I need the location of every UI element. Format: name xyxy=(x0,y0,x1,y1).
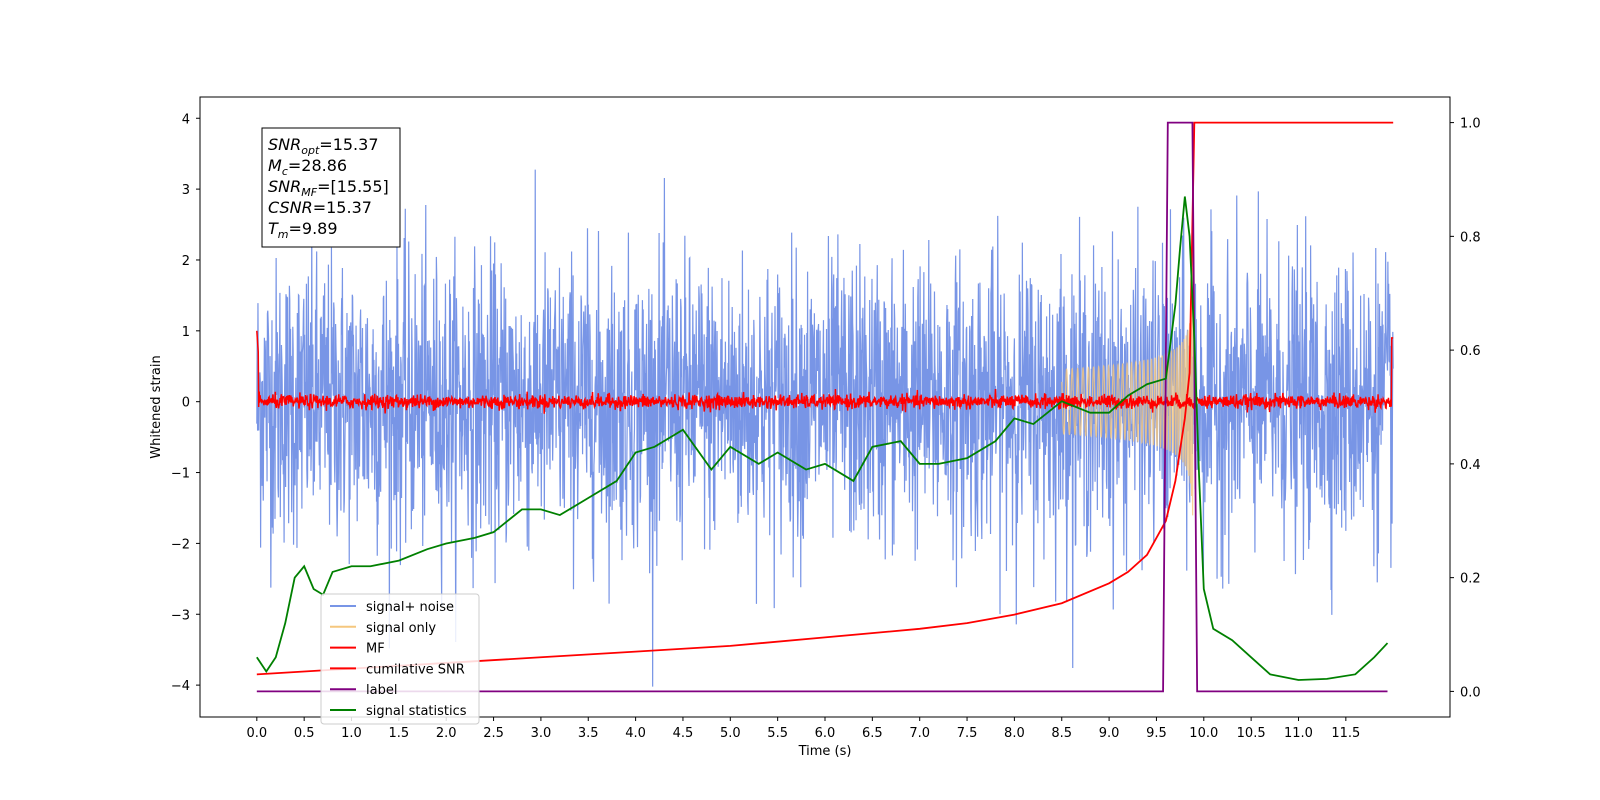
x-tick-label: 11.5 xyxy=(1331,726,1360,741)
annotation-line: SNRopt=15.37 xyxy=(268,135,379,157)
series-signal-noise xyxy=(256,169,1394,687)
annotation-line: CSNR=15.37 xyxy=(268,198,372,217)
y-tick-label: −2 xyxy=(171,537,190,552)
x-tick-label: 9.0 xyxy=(1099,726,1120,741)
annotation-line: SNRMF=[15.55] xyxy=(268,177,389,199)
y-axis-left: 4 3 2 1 0 −1 −2 −3 −4 xyxy=(171,112,200,694)
x-tick-label: 10.5 xyxy=(1237,726,1266,741)
x-tick-label: 6.5 xyxy=(862,726,883,741)
series-signal-only xyxy=(1061,268,1194,516)
y-tick-label: 1 xyxy=(182,325,190,340)
x-tick-label: 4.0 xyxy=(625,726,646,741)
x-tick-label: 6.0 xyxy=(815,726,836,741)
x-tick-label: 1.5 xyxy=(389,726,410,741)
x-tick-label: 3.0 xyxy=(531,726,552,741)
data-layer xyxy=(256,121,1394,693)
legend-frame xyxy=(320,593,480,725)
series-signal-statistics xyxy=(256,196,1389,681)
y-tick-label: 0 xyxy=(182,396,190,411)
legend-label: signal+ noise xyxy=(366,600,454,615)
legend-label: MF xyxy=(366,642,385,657)
y-tick-label: 3 xyxy=(182,183,190,198)
x-tick-label: 8.5 xyxy=(1051,726,1072,741)
y2-tick-label: 0.4 xyxy=(1460,458,1481,473)
y-tick-label: −3 xyxy=(171,608,190,623)
y-tick-label: 4 xyxy=(182,112,190,127)
x-tick-label: 2.5 xyxy=(483,726,504,741)
x-tick-label: 10.0 xyxy=(1189,726,1218,741)
y2-tick-label: 0.2 xyxy=(1460,572,1481,587)
x-tick-label: 3.5 xyxy=(578,726,599,741)
y2-tick-label: 0.6 xyxy=(1460,344,1481,359)
annotation-line: Tm=9.89 xyxy=(268,219,338,241)
annotation-line: Mc=28.86 xyxy=(268,156,347,178)
legend-label: signal only xyxy=(366,621,436,636)
y-tick-label: 2 xyxy=(182,254,190,269)
x-tick-label: 0.5 xyxy=(294,726,315,741)
y-axis-right: 1.0 0.8 0.6 0.4 0.2 0.0 xyxy=(1450,117,1481,700)
x-tick-label: 2.0 xyxy=(436,726,457,741)
x-tick-label: 0.0 xyxy=(246,726,267,741)
x-tick-label: 5.5 xyxy=(767,726,788,741)
y-tick-label: −1 xyxy=(171,467,190,482)
series-label xyxy=(256,121,1388,693)
y2-tick-label: 1.0 xyxy=(1460,117,1481,132)
x-tick-label: 5.0 xyxy=(720,726,741,741)
x-axis-label: Time (s) xyxy=(798,744,852,759)
x-tick-label: 8.0 xyxy=(1004,726,1025,741)
annotation-frame xyxy=(261,127,401,248)
legend: signal+ noise signal only MF cumilative SNR… xyxy=(320,593,480,725)
y-tick-label: −4 xyxy=(171,679,190,694)
y-axis-label: Whitened strain xyxy=(149,355,164,458)
legend-label: label xyxy=(366,683,397,698)
x-tick-label: 7.0 xyxy=(909,726,930,741)
y2-tick-label: 0.8 xyxy=(1460,230,1481,245)
x-tick-label: 9.5 xyxy=(1146,726,1167,741)
y2-tick-label: 0.0 xyxy=(1460,685,1481,700)
series-mf xyxy=(256,330,1394,414)
legend-label: cumilative SNR xyxy=(366,662,465,677)
annotation-box: SNRopt=15.37Mc=28.86SNRMF=[15.55]CSNR=15… xyxy=(261,127,401,248)
x-tick-label: 7.5 xyxy=(957,726,978,741)
x-tick-label: 1.0 xyxy=(341,726,362,741)
x-axis: 0.0 0.5 1.0 1.5 2.0 2.5 3.0 3.5 4.0 4.5 5.0 5.5 6.0 6… xyxy=(246,717,1360,741)
x-tick-label: 4.5 xyxy=(673,726,694,741)
x-tick-label: 11.0 xyxy=(1284,726,1313,741)
legend-label: signal statistics xyxy=(366,704,467,719)
